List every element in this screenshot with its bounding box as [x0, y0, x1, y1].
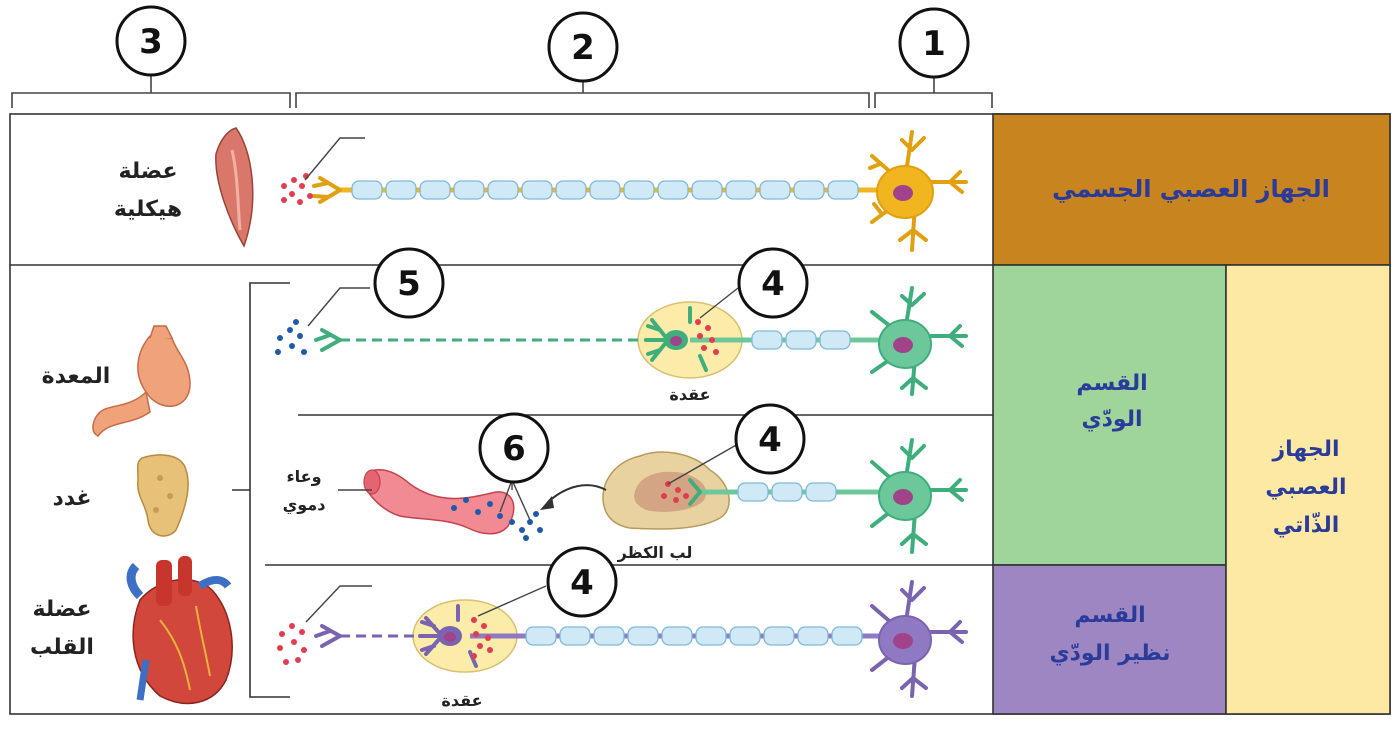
- callout-6: 6: [478, 412, 550, 484]
- callout-4-a: 4: [737, 247, 809, 319]
- parasympathetic-neurotransmitter-dots: [277, 623, 307, 665]
- ganglion-label-2: عقدة: [441, 691, 482, 710]
- sympathetic-norepinephrine-dots: [275, 319, 307, 355]
- somatic-label: الجهاز العصبي الجسمي: [1052, 175, 1330, 203]
- glands-label: غدد: [52, 486, 91, 511]
- sympathetic-label-1: القسم: [1076, 371, 1147, 396]
- adrenal-pathway: [338, 438, 968, 554]
- skeletal-muscle-icon: [215, 127, 254, 248]
- autonomic-label-3: الذّاتي: [1273, 512, 1340, 538]
- svg-text:3: 3: [139, 22, 163, 62]
- stomach-label: المعدة: [42, 364, 111, 389]
- arrow-to-vessel: [547, 484, 607, 503]
- skeletal-muscle-label-1: عضلة: [118, 159, 177, 184]
- blood-vessel-label-1: وعاء: [286, 467, 321, 486]
- svg-text:1: 1: [922, 24, 946, 64]
- callout-5: 5: [373, 247, 445, 319]
- parasympathetic-pathway: [277, 580, 968, 698]
- parasympathetic-label-1: القسم: [1074, 603, 1145, 628]
- brackets: [11, 72, 993, 108]
- somatic-pathway: [281, 130, 968, 252]
- ganglion-label-1: عقدة: [669, 385, 710, 404]
- callout-4-b: 4: [734, 403, 806, 475]
- right-panels: الجهاز العصبي الجسمي القسم الودّي القسم …: [992, 113, 1391, 715]
- somatic-neurotransmitter-dots: [281, 173, 313, 205]
- skeletal-muscle-label-2: هيكلية: [114, 197, 182, 222]
- callout-1: 1: [898, 7, 970, 79]
- stomach-icon: [92, 325, 191, 437]
- svg-text:4: 4: [758, 420, 782, 460]
- svg-text:6: 6: [502, 429, 526, 469]
- blood-vessel-icon: [365, 468, 515, 535]
- autonomic-label-1: الجهاز: [1271, 437, 1339, 462]
- sympathetic-pathway: [275, 286, 968, 396]
- adrenal-medulla-label: لب الكظر: [617, 543, 693, 562]
- heart-muscle-label-1: عضلة: [32, 597, 91, 622]
- gland-icon: [136, 454, 189, 537]
- autonomic-label-2: العصبي: [1265, 475, 1346, 500]
- autonomic-panel: [1225, 264, 1391, 715]
- organ-bracket: [232, 282, 290, 698]
- callout-4-c: 4: [546, 546, 618, 618]
- svg-text:4: 4: [761, 264, 785, 304]
- callout-2: 2: [547, 11, 619, 83]
- svg-text:5: 5: [397, 264, 421, 304]
- sympathetic-label-2: الودّي: [1081, 407, 1142, 432]
- heart-icon: [126, 556, 233, 705]
- parasympathetic-panel: [992, 564, 1227, 715]
- callout-3: 3: [115, 5, 187, 77]
- heart-muscle-label-2: القلب: [30, 635, 94, 660]
- svg-text:4: 4: [570, 563, 594, 603]
- blood-vessel-label-2: دموي: [283, 495, 326, 515]
- parasympathetic-label-2: نظير الودّي: [1049, 641, 1170, 666]
- svg-text:2: 2: [571, 28, 595, 68]
